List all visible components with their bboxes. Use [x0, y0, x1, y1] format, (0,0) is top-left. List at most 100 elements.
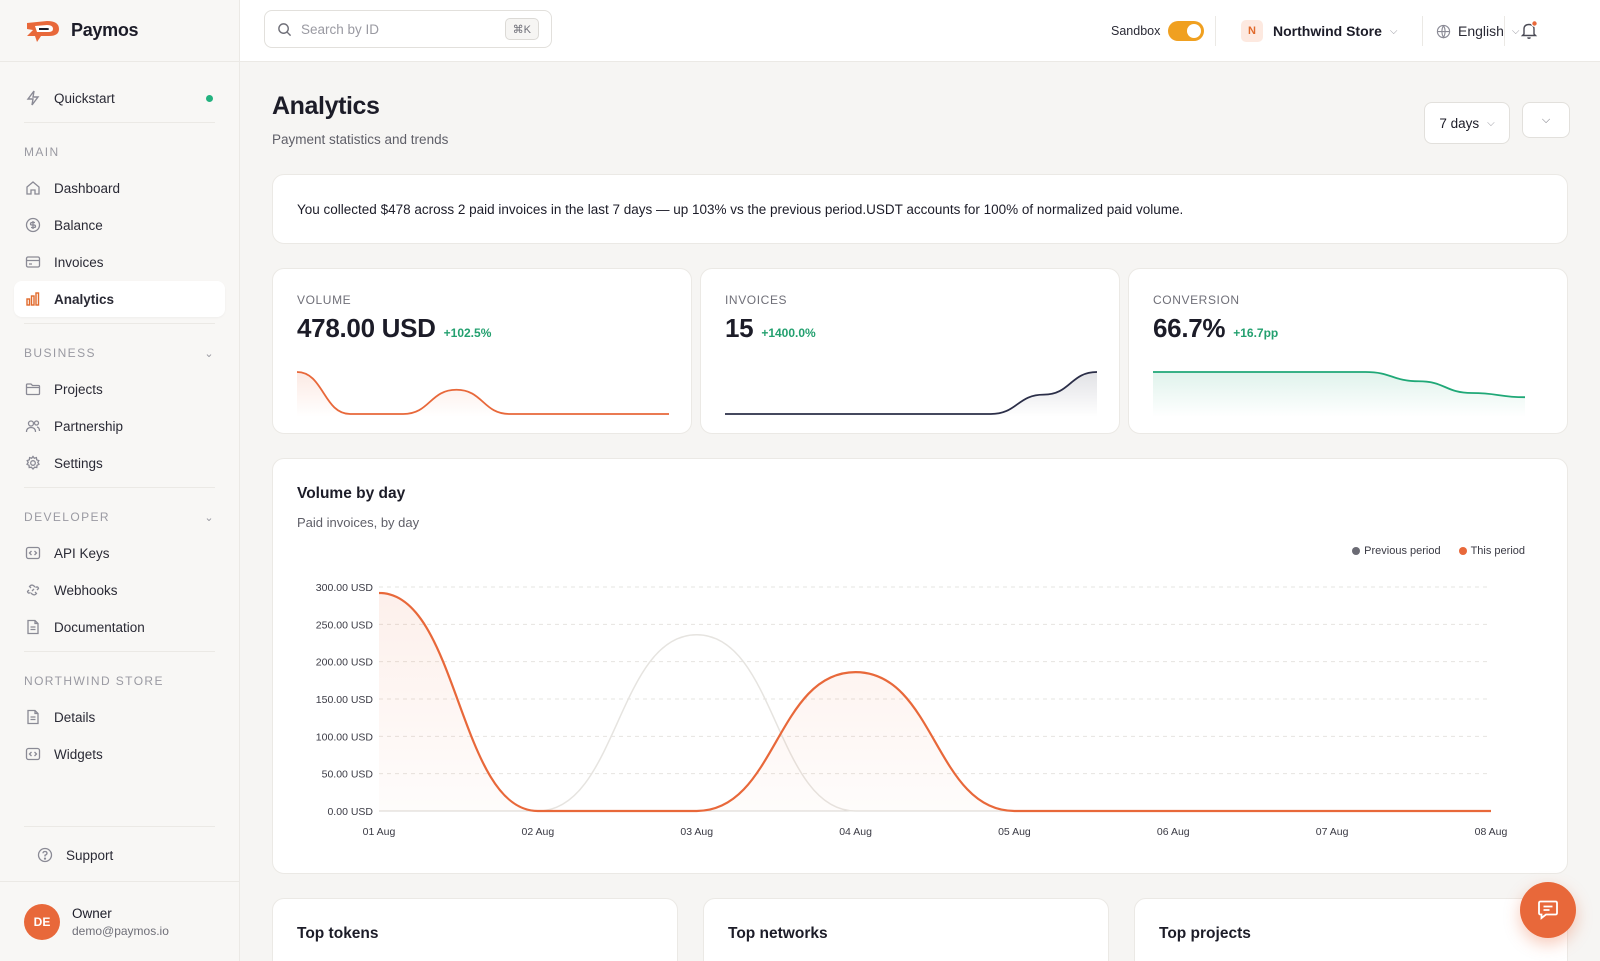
sidebar-item-label: Webhooks: [54, 582, 118, 598]
kpi-label: VOLUME: [297, 293, 352, 307]
sidebar-nav: Quickstart MAIN Dashboard Balance Invoic…: [0, 80, 239, 772]
y-tick-label: 200.00 USD: [316, 657, 374, 669]
kpi-value: 66.7%: [1153, 313, 1226, 343]
user-profile[interactable]: DE Owner demo@paymos.io: [0, 881, 239, 961]
summary-card: You collected $478 across 2 paid invoice…: [272, 174, 1568, 244]
date-range-value: 7 days: [1439, 115, 1480, 131]
sidebar-item-label: API Keys: [54, 545, 110, 561]
user-email: demo@paymos.io: [72, 923, 169, 938]
avatar: DE: [24, 903, 60, 940]
section-header-store: NORTHWIND STORE: [24, 674, 164, 688]
shortcut-hint: ⌘K: [504, 18, 539, 40]
chevron-down-icon: ⌵: [1511, 25, 1520, 37]
sidebar-item-settings[interactable]: Settings: [14, 445, 225, 481]
support-label: Support: [66, 847, 114, 863]
kpi-delta: +16.7pp: [1233, 326, 1279, 340]
divider: [24, 323, 215, 324]
search-input[interactable]: Search by ID ⌘K: [264, 10, 552, 48]
chat-support-button[interactable]: [1520, 882, 1576, 938]
kpi-delta: +102.5%: [443, 326, 492, 340]
top-networks-card: Top networks: [703, 898, 1109, 961]
support-section: Support: [14, 826, 225, 874]
section-header-developer[interactable]: DEVELOPER ⌄: [24, 510, 215, 524]
volume-by-day-card: 0.00 USD 50.00 USD 100.00 USD 150.00 USD 200…: [272, 458, 1568, 874]
sidebar-item-label: Invoices: [54, 254, 104, 270]
app-name: Paymos: [71, 20, 139, 40]
main-content: Analytics Payment statistics and trends …: [240, 62, 1600, 961]
sidebar-item-label: Quickstart: [54, 90, 115, 106]
kpi-value: 478.00 USD: [297, 313, 436, 343]
sidebar-item-partnership[interactable]: Partnership: [14, 408, 225, 444]
date-range-select[interactable]: 7 days ⌵: [1424, 102, 1510, 144]
folder-icon: [24, 380, 42, 398]
x-tick-label: 02 Aug: [522, 826, 555, 838]
kpi-card-invoices: INVOICES 15 +1400.0%: [700, 268, 1120, 434]
options-dropdown[interactable]: ⌵: [1522, 102, 1570, 138]
top-tokens-card: Top tokens: [272, 898, 678, 961]
sidebar-item-api-keys[interactable]: API Keys: [14, 535, 225, 571]
document-icon: [24, 708, 42, 726]
sidebar-item-invoices[interactable]: Invoices: [14, 244, 225, 280]
language-label: English: [1458, 23, 1504, 39]
sidebar-item-widgets[interactable]: Widgets: [14, 736, 225, 772]
status-dot: [206, 94, 213, 102]
sparkline-area: [297, 372, 669, 417]
card-title: Top tokens: [297, 925, 379, 942]
chart-legend: Previous period This period: [1334, 545, 1525, 557]
legend-item-current[interactable]: This period: [1458, 545, 1525, 557]
sidebar-item-projects[interactable]: Projects: [14, 371, 225, 407]
sidebar-item-label: Details: [54, 709, 96, 725]
conversion-sparkline: [1153, 371, 1525, 417]
sidebar-item-label: Widgets: [54, 746, 103, 762]
chevron-down-icon: ⌵: [1541, 113, 1551, 126]
sidebar-item-label: Projects: [54, 381, 103, 397]
chevron-down-icon: ⌵: [1487, 117, 1495, 129]
divider: [1504, 16, 1505, 46]
y-tick-label: 150.00 USD: [316, 694, 374, 706]
logo[interactable]: Paymos: [0, 0, 239, 62]
sidebar-item-analytics[interactable]: Analytics: [14, 281, 225, 317]
sidebar-item-balance[interactable]: Balance: [14, 207, 225, 243]
page-subtitle: Payment statistics and trends: [272, 132, 449, 147]
divider: [1215, 16, 1216, 46]
kpi-card-conversion: CONVERSION 66.7% +16.7pp: [1128, 268, 1568, 434]
legend-dot: [1352, 547, 1361, 555]
volume-by-day-chart: 0.00 USD 50.00 USD 100.00 USD 150.00 USD 200…: [316, 582, 1508, 838]
series-area-current: [379, 592, 1491, 811]
sandbox-toggle[interactable]: [1168, 21, 1205, 41]
home-icon: [24, 179, 42, 197]
kpi-card-volume: VOLUME 478.00 USD +102.5%: [272, 268, 692, 434]
sidebar-item-details[interactable]: Details: [14, 699, 225, 735]
kpi-delta: +1400.0%: [761, 326, 816, 340]
sidebar-item-documentation[interactable]: Documentation: [14, 609, 225, 645]
user-role: Owner: [72, 905, 112, 921]
sidebar-item-webhooks[interactable]: Webhooks: [14, 572, 225, 608]
code-icon: [24, 544, 42, 562]
sandbox-label: Sandbox: [1111, 24, 1161, 38]
section-header-business[interactable]: BUSINESS ⌄: [24, 346, 215, 360]
bell-icon[interactable]: [1518, 19, 1540, 41]
gear-icon: [24, 454, 42, 472]
topbar: Search by ID ⌘K Sandbox N Northwind Stor…: [240, 0, 1600, 62]
link-icon: [24, 581, 42, 599]
divider: [24, 651, 215, 652]
kpi-label: CONVERSION: [1153, 293, 1240, 307]
y-tick-label: 300.00 USD: [316, 582, 374, 594]
divider: [24, 487, 215, 488]
support-link[interactable]: Support: [14, 837, 225, 873]
sidebar-item-dashboard[interactable]: Dashboard: [14, 170, 225, 206]
users-icon: [24, 417, 42, 435]
store-name: Northwind Store: [1273, 23, 1382, 39]
chart-title: Volume by day: [297, 485, 406, 502]
sidebar-item-quickstart[interactable]: Quickstart: [14, 80, 225, 116]
x-tick-label: 04 Aug: [839, 826, 872, 838]
divider: [24, 826, 215, 827]
dollar-icon: [24, 216, 42, 234]
sidebar-item-label: Documentation: [54, 619, 145, 635]
y-tick-label: 100.00 USD: [316, 731, 374, 743]
chart-subtitle: Paid invoices, by day: [297, 515, 420, 530]
invoice-icon: [24, 253, 42, 271]
legend-item-previous[interactable]: Previous period: [1352, 545, 1441, 557]
store-selector[interactable]: N Northwind Store ⌵: [1241, 0, 1397, 62]
language-selector[interactable]: English ⌵: [1436, 0, 1520, 62]
